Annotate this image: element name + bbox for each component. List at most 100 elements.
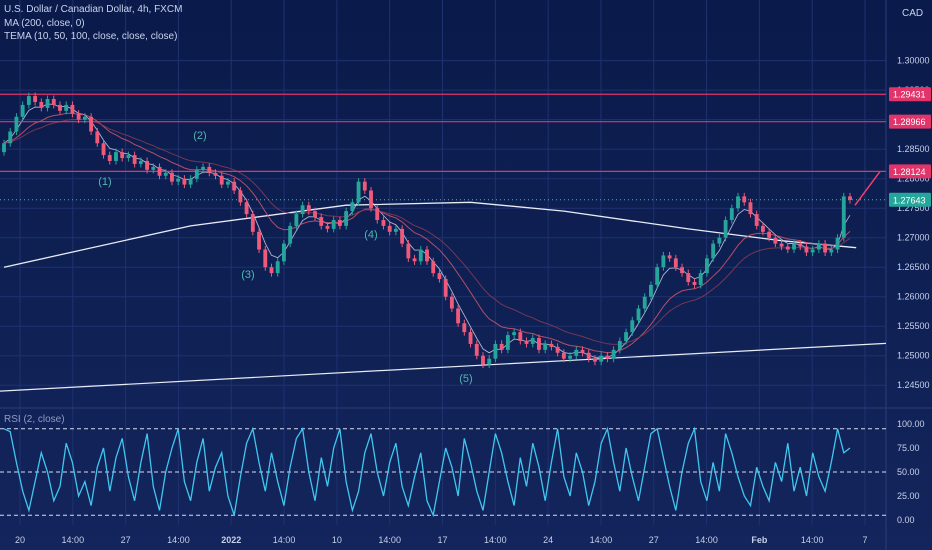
time-tick-label: 14:00: [62, 535, 85, 545]
wave-label: (3): [241, 269, 254, 281]
candle: [207, 166, 212, 173]
candle: [642, 296, 647, 309]
candle: [306, 205, 311, 212]
candle: [692, 281, 697, 285]
candle: [742, 196, 747, 203]
candle: [773, 237, 778, 244]
candle: [319, 217, 324, 226]
candle: [8, 131, 13, 144]
time-tick-label: 10: [332, 535, 342, 545]
candle: [219, 175, 224, 185]
time-axis[interactable]: 20 14:00 27 14:00 2022 14:00 10 14:00 17 14:00 24 1…: [15, 535, 868, 545]
candle: [170, 172, 174, 182]
time-tick-label: 20: [15, 535, 25, 545]
candle: [748, 202, 753, 215]
candle: [630, 320, 635, 333]
candle: [82, 116, 87, 120]
level-badge: [889, 87, 931, 102]
time-tick-label: 27: [121, 535, 131, 545]
candle: [599, 355, 604, 362]
candle: [537, 338, 541, 350]
rsi-line: [3, 426, 851, 518]
level-badge: [889, 164, 931, 179]
ma200-line: [3, 201, 857, 268]
candle: [443, 279, 448, 297]
candle: [810, 249, 815, 253]
trendlines: [0, 171, 887, 392]
candle: [611, 349, 616, 359]
symbol-title[interactable]: U.S. Dollar / Canadian Dollar, 4h, FXCM: [4, 4, 183, 15]
candle: [580, 349, 585, 353]
price-tick-label: 1.25500: [897, 321, 930, 331]
candle: [767, 231, 772, 238]
candle: [313, 211, 317, 218]
candle: [406, 243, 411, 259]
candle: [375, 208, 380, 220]
rsi-legend[interactable]: RSI (2, close): [4, 414, 65, 425]
candle: [798, 243, 803, 247]
candle: [499, 343, 504, 350]
candle: [362, 181, 367, 191]
candle: [530, 338, 535, 344]
candle: [244, 202, 249, 215]
candle: [468, 332, 473, 344]
candle: [698, 273, 703, 285]
candle: [760, 225, 765, 232]
candle: [344, 211, 349, 226]
wave-label: (5): [459, 373, 472, 385]
candle: [617, 340, 622, 350]
candle: [51, 99, 56, 105]
time-tick-label: Feb: [751, 535, 768, 545]
ma-legend[interactable]: MA (200, close, 0): [4, 18, 85, 29]
candle: [723, 220, 728, 238]
rsi-tick-label: 0.00: [897, 515, 915, 525]
candle: [524, 340, 529, 344]
wave-label: (1): [98, 176, 111, 188]
time-tick-label: 14:00: [590, 535, 613, 545]
candle: [711, 243, 716, 259]
price-tick-label: 1.24500: [897, 380, 930, 390]
candle: [331, 220, 336, 229]
tema-legend[interactable]: TEMA (10, 50, 100, close, close, close): [4, 31, 178, 42]
price-badges: 1.29431 1.28966 1.28124 1.27643: [889, 87, 931, 207]
candle: [418, 249, 423, 262]
price-tick-label: 1.28500: [897, 144, 930, 154]
time-tick-label: 14:00: [801, 535, 824, 545]
candle: [45, 99, 50, 108]
candles: [2, 92, 852, 369]
time-tick-label: 7: [862, 535, 867, 545]
candle: [816, 243, 821, 250]
last-price-badge: [889, 192, 931, 207]
level-badge: [889, 114, 931, 129]
candle: [163, 172, 168, 176]
candle: [238, 190, 243, 203]
candle: [823, 243, 828, 253]
time-tick-label: 17: [437, 535, 447, 545]
price-tick-label: 1.26500: [897, 262, 930, 272]
candle: [114, 152, 118, 161]
candle: [107, 155, 112, 161]
price-axis[interactable]: 1.300001.295001.290001.285001.280001.275…: [897, 56, 930, 525]
candle: [649, 284, 653, 297]
price-tick-label: 1.27000: [897, 233, 930, 243]
candle: [281, 243, 286, 262]
time-tick-label: 14:00: [378, 535, 401, 545]
wave-label: (4): [364, 229, 377, 241]
candle: [848, 196, 852, 200]
projection-arrow: [854, 171, 881, 206]
price-tick-label: 1.30000: [897, 56, 930, 66]
candle: [636, 308, 641, 321]
candle: [593, 358, 597, 362]
candle: [437, 273, 442, 280]
candle: [257, 231, 261, 250]
candle: [194, 169, 199, 179]
candle: [785, 246, 790, 250]
candle: [300, 205, 305, 215]
candle: [89, 116, 94, 132]
currency-label: CAD: [902, 8, 924, 19]
candle: [667, 255, 672, 259]
candle: [350, 202, 355, 212]
